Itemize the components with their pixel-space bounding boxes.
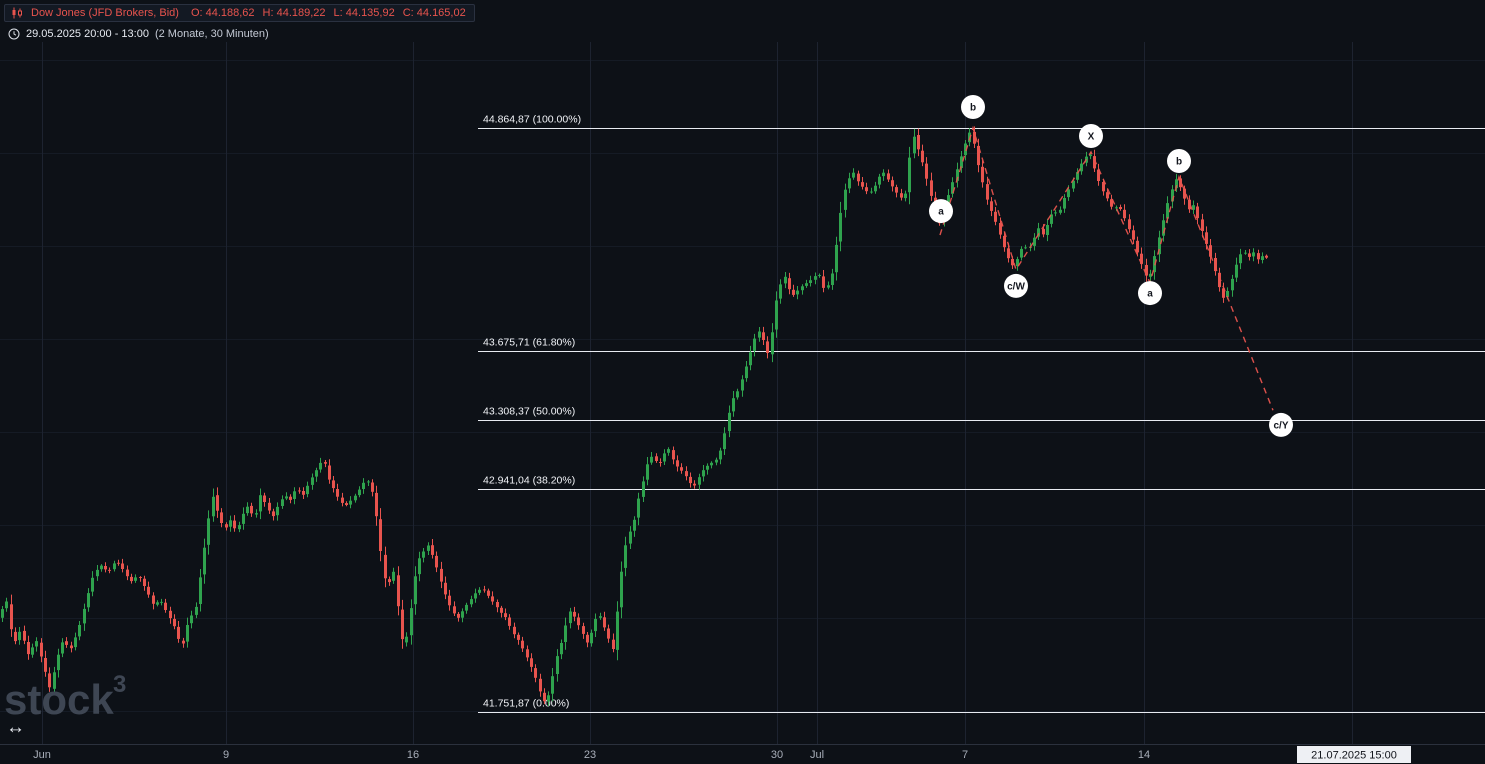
instrument-name[interactable]: Dow Jones (JFD Brokers, Bid) xyxy=(31,7,179,19)
x-tick-label: Jul xyxy=(810,749,824,761)
x-tick-label: 16 xyxy=(407,749,419,761)
wave-projection-line[interactable] xyxy=(939,125,1274,411)
instrument-row[interactable]: Dow Jones (JFD Brokers, Bid) O: 44.188,6… xyxy=(4,4,475,22)
x-tick-label: 30 xyxy=(771,749,783,761)
ohlc-low: L: 44.135,92 xyxy=(333,7,395,19)
wave-label-circle[interactable] xyxy=(1079,124,1103,148)
wave-label-circle[interactable] xyxy=(929,199,953,224)
candles xyxy=(1,126,1268,706)
ohlc-high: H: 44.189,22 xyxy=(262,7,326,19)
wave-label-text: a xyxy=(938,207,944,218)
x-axis: Jun 9 16 23 30 Jul 7 14 21.07.2025 15:00 xyxy=(0,744,1485,763)
ohlc-close: C: 44.165,02 xyxy=(402,7,466,19)
date-range: 29.05.2025 20:00 - 13:00 xyxy=(26,28,149,40)
x-tick-label: 9 xyxy=(223,749,229,761)
wave-label-text: b xyxy=(970,103,976,114)
fib-label: 41.751,87 (0.00%) xyxy=(483,698,569,710)
wave-label-text: c/Y xyxy=(1273,420,1288,431)
timeframe-row: 29.05.2025 20:00 - 13:00 (2 Monate, 30 M… xyxy=(4,28,475,40)
grid xyxy=(0,42,1485,744)
pan-handle-icon[interactable]: ↔ xyxy=(6,717,25,738)
wave-label-circle[interactable] xyxy=(961,95,985,119)
wave-label-circle[interactable] xyxy=(1269,412,1293,437)
wave-label-circle[interactable] xyxy=(1167,149,1191,173)
wave-labels[interactable]: a b c/W Xa b c/Y xyxy=(929,95,1293,437)
clock-icon xyxy=(8,28,20,40)
fib-label: 44.864,87 (100.00%) xyxy=(483,114,581,126)
stock3-watermark-sup: 3 xyxy=(113,671,126,698)
candlestick-chart-icon xyxy=(11,7,23,19)
x-tick-label: 23 xyxy=(584,749,596,761)
wave-label-circle[interactable] xyxy=(1004,273,1028,298)
wave-label-text: c/W xyxy=(1007,281,1025,292)
ohlc-open: O: 44.188,62 xyxy=(190,7,255,19)
wave-label-text: b xyxy=(1176,157,1182,168)
wave-label-circle[interactable] xyxy=(1138,281,1162,306)
wave-label-text: a xyxy=(1147,289,1153,300)
wave-label-text: X xyxy=(1088,132,1095,143)
x-tick-label: Jun xyxy=(33,749,51,761)
fib-retracement[interactable]: 44.864,87 (100.00%) 43.675,71 (61.80%) 43.… xyxy=(478,114,1485,713)
axis-time-highlight xyxy=(1297,746,1411,763)
x-tick-label: 7 xyxy=(962,749,968,761)
chart-header: Dow Jones (JFD Brokers, Bid) O: 44.188,6… xyxy=(4,4,475,40)
timeframe-detail: (2 Monate, 30 Minuten) xyxy=(154,28,269,40)
fib-label: 42.941,04 (38.20%) xyxy=(483,475,575,487)
fib-label: 43.675,71 (61.80%) xyxy=(483,337,575,349)
axis-time-highlight-text: 21.07.2025 15:00 xyxy=(1311,750,1397,762)
stock3-watermark: stock xyxy=(4,676,114,723)
fib-label: 43.308,37 (50.00%) xyxy=(483,406,575,418)
x-tick-label: 14 xyxy=(1138,749,1150,761)
